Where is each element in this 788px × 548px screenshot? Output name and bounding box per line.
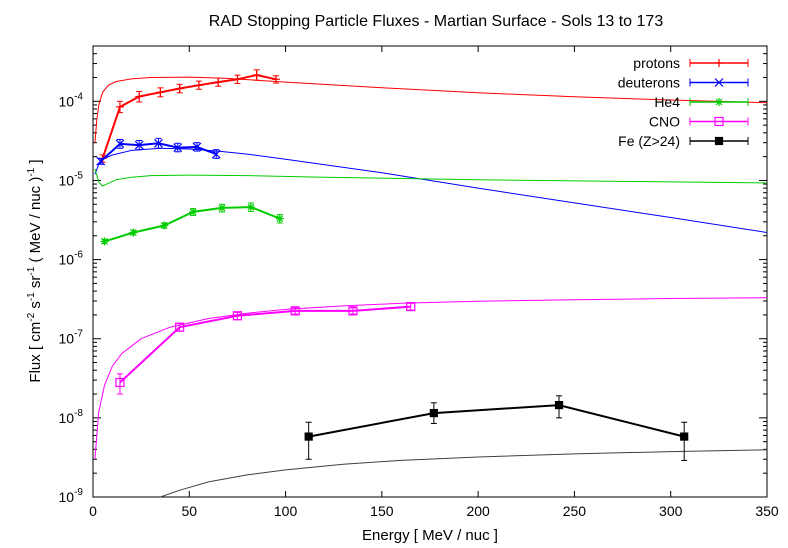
chart-title: RAD Stopping Particle Fluxes - Martian S… <box>209 13 664 30</box>
legend-marker <box>714 78 724 87</box>
data-point <box>304 432 313 441</box>
y-tick-label: 10-8 <box>59 408 84 426</box>
data-point <box>429 408 438 418</box>
model-curve-fe <box>160 449 768 498</box>
data-point <box>175 84 184 93</box>
legend-item-he4: He4 <box>654 94 749 110</box>
data-point <box>275 214 284 223</box>
data-point <box>680 432 689 441</box>
data-point <box>115 102 124 111</box>
x-tick-label: 300 <box>659 503 683 519</box>
legend-label: protons <box>633 55 680 71</box>
data-point <box>232 311 243 321</box>
data-point <box>154 138 163 148</box>
model-curve-protons <box>94 76 768 143</box>
data-point <box>348 306 358 316</box>
y-tick-label: 10-6 <box>59 250 84 268</box>
model-curve-deuterons <box>94 147 768 233</box>
legend: protons deuterons He4 CNO Fe (Z>24) <box>618 55 749 149</box>
y-tick-label: 10-4 <box>59 91 84 109</box>
legend-item-deuterons: deuterons <box>618 75 749 91</box>
legend-marker <box>714 136 724 146</box>
legend-item-protons: protons <box>633 55 749 71</box>
data-point <box>246 203 255 212</box>
x-tick-labels: 0 50 100 150 200 250 300 350 <box>89 503 779 519</box>
series-deuterons <box>96 137 221 166</box>
model-curves <box>94 76 768 498</box>
x-tick-label: 350 <box>755 503 779 519</box>
series-line-fe <box>308 404 685 438</box>
y-tick-labels: 10-9 10-8 10-7 10-6 10-5 10-4 <box>59 91 84 505</box>
data-point <box>175 322 185 332</box>
legend-item-fe: Fe (Z>24) <box>618 133 749 149</box>
legend-label: deuterons <box>618 75 680 91</box>
data-point <box>115 377 125 388</box>
data-point <box>156 88 165 97</box>
data-point <box>134 140 144 150</box>
data-point <box>290 306 300 316</box>
data-point <box>135 92 144 101</box>
series-fe <box>304 395 689 461</box>
y-tick-label: 10-7 <box>59 329 84 347</box>
series-he4 <box>100 202 284 246</box>
data-point <box>406 301 416 312</box>
data-point <box>214 78 223 87</box>
data-point <box>173 143 183 153</box>
legend-item-cno: CNO <box>649 114 749 130</box>
x-tick-label: 250 <box>563 503 587 519</box>
legend-marker <box>715 59 723 67</box>
data-point <box>115 139 125 149</box>
data-point <box>271 75 280 84</box>
x-tick-label: 50 <box>181 503 197 519</box>
x-axis-title: Energy [ MeV / nuc ] <box>362 527 498 544</box>
model-curve-cno <box>94 297 768 460</box>
legend-label: CNO <box>649 114 680 130</box>
y-axis-title: Flux [ cm-2 s-1 sr-1 ( MeV / nuc )-1 ] <box>26 159 44 382</box>
data-point <box>252 71 261 80</box>
data-point <box>554 400 564 410</box>
data-point <box>160 221 169 230</box>
legend-label: Fe (Z>24) <box>618 133 680 149</box>
x-tick-label: 200 <box>466 503 490 519</box>
series-line-cno <box>119 305 411 384</box>
data-point <box>189 207 198 216</box>
series-cno <box>115 301 416 395</box>
x-tick-label: 0 <box>89 503 97 519</box>
data-point <box>96 156 106 166</box>
series-line-protons <box>101 73 277 159</box>
x-tick-label: 150 <box>370 503 394 519</box>
axis-ticks <box>92 45 768 498</box>
data-point <box>129 228 138 237</box>
data-point <box>192 142 202 152</box>
data-point <box>211 149 221 159</box>
data-point <box>233 75 242 84</box>
legend-marker <box>715 98 723 106</box>
y-tick-label: 10-9 <box>59 487 84 505</box>
data-point <box>218 203 227 212</box>
x-tick-label: 100 <box>274 503 298 519</box>
data-series <box>96 69 689 461</box>
series-protons <box>98 69 280 163</box>
data-point <box>194 81 203 90</box>
data-point <box>100 237 109 246</box>
y-tick-label: 10-5 <box>59 170 84 188</box>
legend-label: He4 <box>654 94 680 110</box>
legend-marker <box>714 116 724 127</box>
model-curve-he4 <box>94 168 768 187</box>
